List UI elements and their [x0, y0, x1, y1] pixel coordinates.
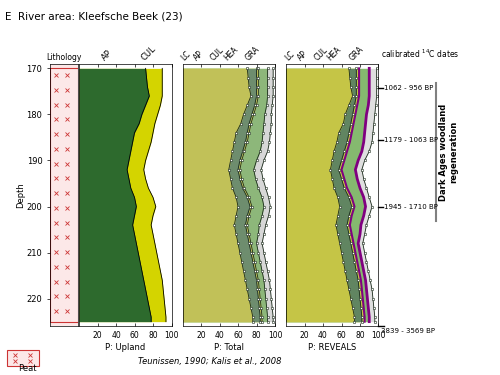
Text: 1062 - 956 BP: 1062 - 956 BP — [384, 85, 434, 91]
Text: 3839 - 3569 BP: 3839 - 3569 BP — [381, 328, 435, 334]
Text: 1945 - 1710 BP: 1945 - 1710 BP — [384, 204, 438, 210]
Text: CUL: CUL — [209, 45, 226, 62]
Text: Dark Ages woodland
regeneration: Dark Ages woodland regeneration — [439, 104, 458, 201]
Text: AP: AP — [296, 49, 310, 62]
Y-axis label: Depth: Depth — [16, 182, 25, 208]
Text: calibrated $^{14}$C dates: calibrated $^{14}$C dates — [381, 48, 460, 60]
Text: Peat: Peat — [18, 364, 37, 373]
Text: HEA: HEA — [222, 45, 240, 62]
Text: HEA: HEA — [326, 45, 343, 62]
Text: LC: LC — [283, 50, 296, 62]
X-axis label: P: REVEALS: P: REVEALS — [308, 343, 356, 352]
Bar — [7, 350, 38, 366]
Text: GRA: GRA — [244, 45, 262, 62]
Text: Teunissen, 1990; Kalis et al., 2008: Teunissen, 1990; Kalis et al., 2008 — [138, 357, 282, 366]
Text: Lithology: Lithology — [46, 54, 82, 62]
Text: E  River area: Kleefsche Beek (23): E River area: Kleefsche Beek (23) — [5, 11, 182, 21]
Text: LC: LC — [180, 50, 192, 62]
X-axis label: P: Total: P: Total — [214, 343, 244, 352]
Text: CUL: CUL — [140, 44, 158, 62]
Text: GRA: GRA — [348, 45, 365, 62]
Text: AP: AP — [192, 49, 206, 62]
Text: AP: AP — [100, 48, 114, 62]
Text: CUL: CUL — [312, 45, 330, 62]
X-axis label: P: Upland: P: Upland — [105, 343, 146, 352]
Text: 1179 - 1063 BP: 1179 - 1063 BP — [384, 137, 438, 143]
